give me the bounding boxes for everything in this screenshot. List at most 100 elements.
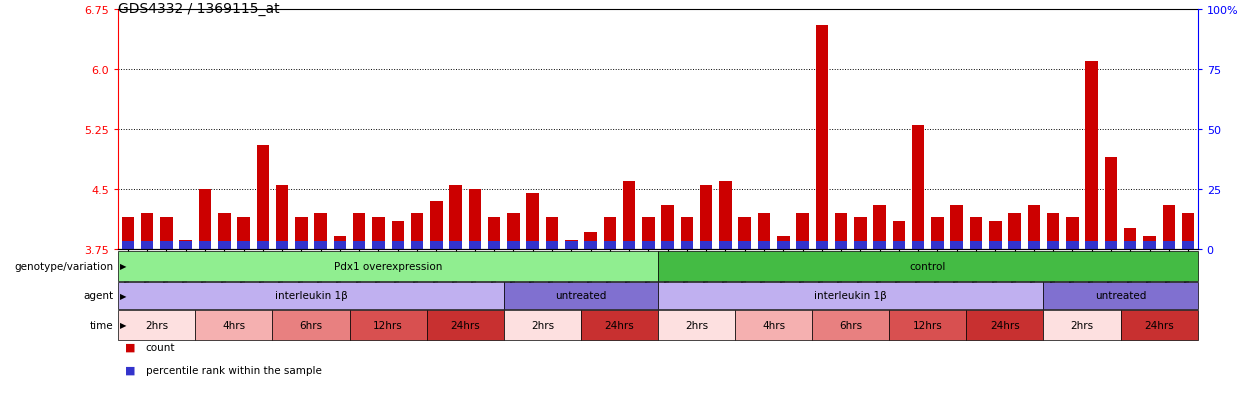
Bar (893, 222, 905, 250)
Bar (815, 242, 828, 250)
Bar (545, 242, 558, 250)
Bar (1163, 242, 1175, 250)
Text: ■: ■ (124, 365, 134, 375)
Bar (218, 214, 230, 250)
Bar (488, 218, 500, 250)
Bar (411, 242, 423, 250)
Bar (488, 242, 500, 250)
Text: Pdx1 overexpression: Pdx1 overexpression (334, 261, 442, 271)
Bar (970, 218, 982, 250)
Bar (1047, 242, 1059, 250)
Bar (430, 202, 442, 250)
Text: 6hrs: 6hrs (839, 320, 863, 330)
Bar (1143, 236, 1155, 250)
Text: 24hrs: 24hrs (1144, 320, 1174, 330)
Bar (1086, 62, 1098, 250)
Bar (1104, 242, 1117, 250)
Bar (1182, 242, 1194, 250)
Bar (989, 222, 1001, 250)
Bar (276, 186, 289, 250)
Bar (276, 242, 289, 250)
Bar (315, 242, 327, 250)
Bar (565, 242, 578, 250)
Bar (565, 240, 578, 250)
Bar (700, 186, 712, 250)
Bar (199, 242, 212, 250)
Bar (238, 242, 250, 250)
Bar (893, 242, 905, 250)
Bar (835, 214, 848, 250)
Text: 24hrs: 24hrs (451, 320, 481, 330)
Bar (1047, 214, 1059, 250)
Text: 24hrs: 24hrs (605, 320, 634, 330)
Bar (1008, 242, 1021, 250)
Text: 24hrs: 24hrs (990, 320, 1020, 330)
Bar (622, 242, 635, 250)
Bar (931, 218, 944, 250)
Bar (256, 146, 269, 250)
Bar (758, 214, 771, 250)
Text: 2hrs: 2hrs (530, 320, 554, 330)
Text: 6hrs: 6hrs (300, 320, 322, 330)
Bar (854, 242, 867, 250)
Bar (815, 26, 828, 250)
Bar (352, 214, 366, 250)
Text: genotype/variation: genotype/variation (14, 261, 113, 271)
Text: 4hrs: 4hrs (762, 320, 786, 330)
Bar (777, 242, 789, 250)
Bar (661, 206, 674, 250)
Bar (315, 214, 327, 250)
Text: 12hrs: 12hrs (913, 320, 942, 330)
Text: interleukin 1β: interleukin 1β (814, 290, 888, 301)
Text: untreated: untreated (1094, 290, 1147, 301)
Bar (545, 218, 558, 250)
Bar (527, 242, 539, 250)
Bar (122, 242, 134, 250)
Bar (507, 214, 519, 250)
Bar (334, 236, 346, 250)
Bar (161, 218, 173, 250)
Bar (931, 242, 944, 250)
Bar (372, 218, 385, 250)
Bar (720, 182, 732, 250)
Bar (700, 242, 712, 250)
Text: ▶: ▶ (120, 261, 126, 271)
Bar (430, 242, 442, 250)
Text: 2hrs: 2hrs (685, 320, 708, 330)
Bar (295, 218, 308, 250)
Bar (738, 218, 751, 250)
Bar (161, 242, 173, 250)
Bar (989, 242, 1001, 250)
Bar (874, 206, 886, 250)
Text: count: count (146, 342, 176, 352)
Bar (391, 242, 405, 250)
Bar (507, 242, 519, 250)
Text: percentile rank within the sample: percentile rank within the sample (146, 365, 321, 375)
Bar (1027, 242, 1040, 250)
Bar (950, 242, 964, 250)
Bar (1008, 214, 1021, 250)
Bar (758, 242, 771, 250)
Bar (1086, 242, 1098, 250)
Bar (604, 242, 616, 250)
Bar (720, 242, 732, 250)
Bar (1066, 242, 1078, 250)
Bar (411, 214, 423, 250)
Bar (391, 222, 405, 250)
Text: agent: agent (83, 290, 113, 301)
Bar (835, 242, 848, 250)
Text: untreated: untreated (555, 290, 606, 301)
Bar (1143, 242, 1155, 250)
Text: ■: ■ (124, 342, 134, 352)
Bar (1182, 214, 1194, 250)
Bar (122, 218, 134, 250)
Text: control: control (910, 261, 946, 271)
Bar (970, 242, 982, 250)
Bar (797, 214, 809, 250)
Bar (468, 190, 481, 250)
Bar (622, 182, 635, 250)
Text: 4hrs: 4hrs (223, 320, 245, 330)
Bar (777, 236, 789, 250)
Bar (584, 232, 596, 250)
Bar (642, 218, 655, 250)
